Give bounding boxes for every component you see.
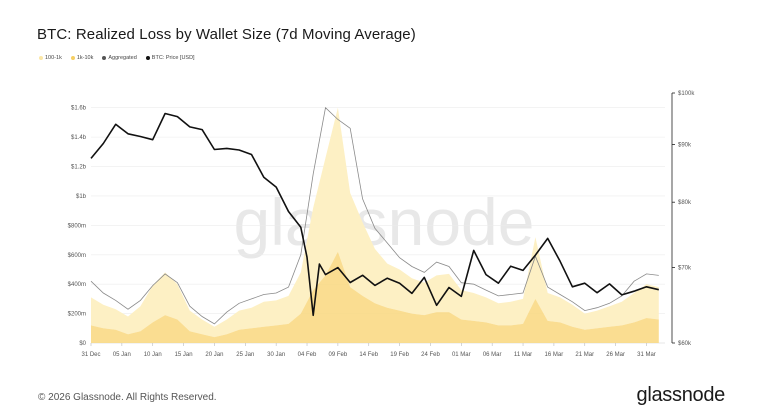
x-tick-label: 14 Feb [359, 352, 378, 358]
y-left-tick-label: $600m [68, 253, 86, 259]
y-right-tick-label: $100k [678, 91, 695, 97]
legend-swatch-btc-price [145, 56, 150, 60]
axes: $0 $200m $400m $600m $800m $1b $1.2b $1.4b $1.6b… [68, 91, 696, 358]
line-aggregated [90, 106, 659, 325]
y-left-tick-label: $1.4b [71, 135, 87, 141]
x-tick-label: 15 Jan [175, 352, 193, 358]
legend-label-100-1k: 100-1k [45, 55, 62, 61]
area-1k-10k [91, 251, 659, 343]
x-tick-label: 16 Mar [545, 352, 564, 358]
legend-swatch-100-1k [39, 56, 43, 60]
legend-item-btc-price[interactable]: BTC: Price [USD] [145, 55, 195, 61]
y-left-tick-label: $200m [68, 312, 86, 318]
footer-copyright: © 2026 Glassnode. All Rights Reserved. [38, 392, 217, 403]
x-tick-label: 06 Mar [483, 352, 502, 358]
legend: 100-1k 1k-10k Aggregated BTC: Price [USD… [39, 55, 195, 61]
brand-logo: glassnode [636, 384, 726, 406]
y-left-tick-label: $0 [79, 341, 86, 347]
y-left-tick-label: $1.2b [71, 165, 87, 171]
legend-swatch-aggregated [102, 56, 107, 60]
x-tick-label: 11 Mar [514, 352, 532, 358]
x-tick-label: 19 Feb [390, 352, 409, 358]
x-tick-label: 30 Jan [267, 352, 285, 358]
y-left-tick-label: $1b [76, 194, 87, 200]
page-title: BTC: Realized Loss by Wallet Size (7d Mo… [37, 26, 416, 43]
y-left-tick-label: $1.6b [71, 106, 87, 112]
x-tick-label: 09 Feb [329, 352, 348, 358]
x-tick-label: 24 Feb [421, 352, 440, 358]
legend-swatch-1k-10k [70, 56, 75, 60]
legend-label-1k-10k: 1k-10k [76, 55, 94, 61]
y-right-tick-label: $60k [678, 341, 692, 347]
x-tick-label: 05 Jan [113, 352, 131, 358]
x-tick-label: 26 Mar [606, 352, 625, 358]
x-tick-label: 31 Dec [81, 352, 100, 358]
y-left-tick-label: $400m [68, 282, 86, 288]
y-left-tick-label: $800m [68, 223, 86, 229]
x-tick-label: 20 Jan [205, 352, 223, 358]
legend-item-100-1k[interactable]: 100-1k [39, 55, 62, 61]
x-tick-label: 25 Jan [236, 352, 254, 358]
legend-item-1k-10k[interactable]: 1k-10k [70, 55, 94, 61]
x-tick-label: 01 Mar [452, 352, 471, 358]
lines [90, 106, 659, 325]
x-tick-label: 10 Jan [144, 352, 162, 358]
y-right-tick-label: $90k [678, 143, 692, 149]
x-tick-label: 31 Mar [637, 352, 656, 358]
legend-label-aggregated: Aggregated [108, 55, 137, 61]
area-100-1k [91, 107, 659, 338]
x-tick-label: 04 Feb [298, 352, 317, 358]
line-btc-price [90, 112, 659, 317]
legend-label-btc-price: BTC: Price [USD] [151, 55, 195, 61]
watermark: glassnode [234, 185, 535, 259]
y-right-tick-label: $70k [678, 266, 692, 272]
areas [91, 107, 659, 343]
legend-item-aggregated[interactable]: Aggregated [102, 55, 137, 61]
x-tick-label: 21 Mar [575, 352, 594, 358]
y-right-tick-label: $80k [678, 200, 692, 206]
